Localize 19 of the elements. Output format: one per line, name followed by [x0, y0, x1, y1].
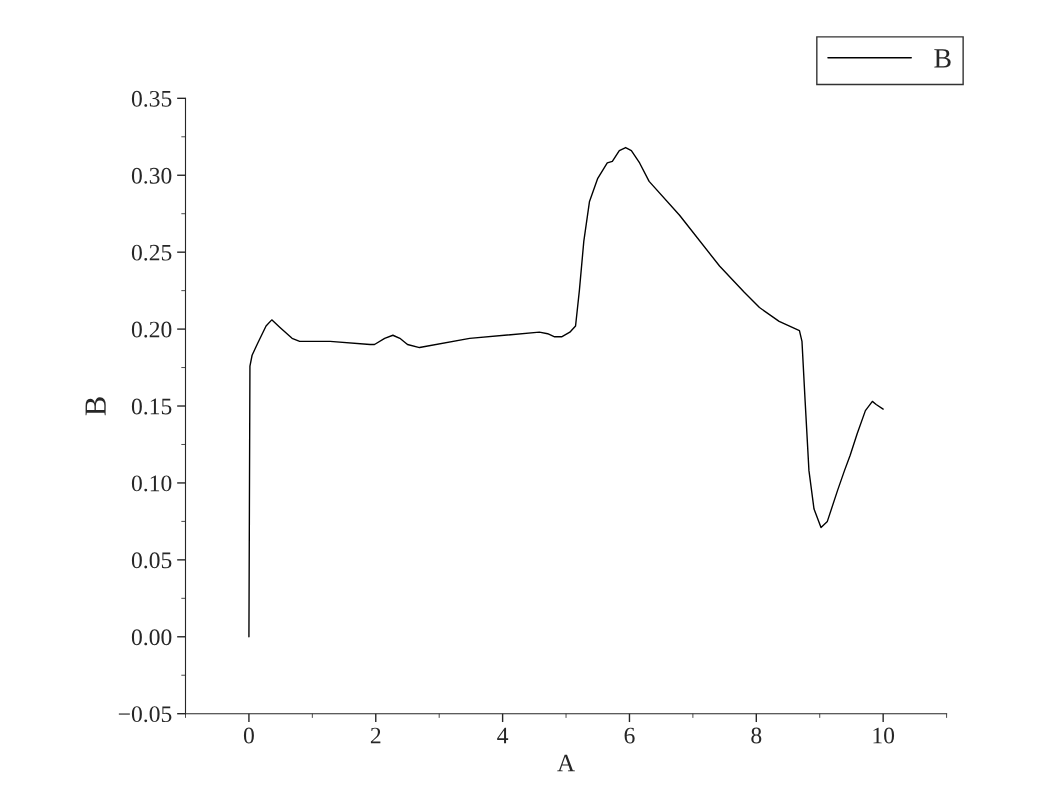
legend-label: B	[934, 49, 951, 68]
x-axis-title: A	[557, 754, 575, 772]
x-tick-label: 10	[873, 727, 895, 744]
y-tick-label: 0.15	[131, 398, 172, 415]
y-tick-label: 0.10	[131, 475, 172, 492]
x-tick-label: 6	[624, 727, 635, 744]
x-tick-label: 2	[370, 727, 381, 744]
x-tick-label: 0	[243, 727, 254, 744]
y-tick-label: 0.20	[131, 321, 172, 338]
x-tick-label: 8	[751, 727, 762, 744]
y-tick-label: 0.00	[131, 629, 172, 646]
y-tick-label: 0.05	[131, 552, 172, 569]
x-tick-label: 4	[497, 727, 509, 744]
line-series	[248, 146, 884, 638]
y-tick-label: 0.35	[131, 90, 172, 107]
y-tick-label: −0.05	[118, 706, 172, 723]
y-tick-label: 0.30	[131, 167, 172, 184]
y-axis-title: B	[85, 397, 106, 416]
y-tick-label: 0.25	[131, 244, 172, 261]
